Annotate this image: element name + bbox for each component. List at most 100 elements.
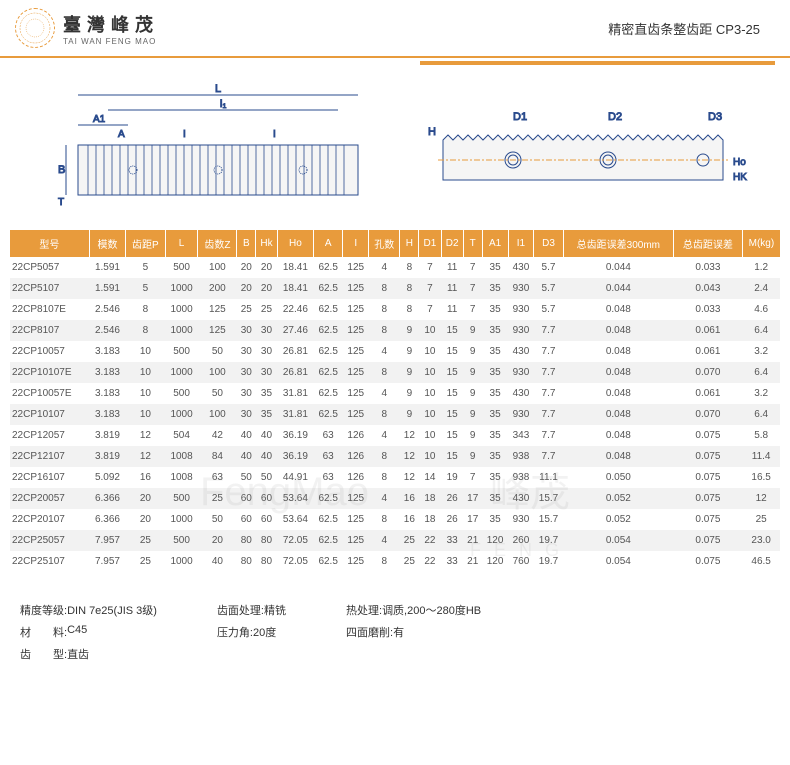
table-cell: 1000	[165, 362, 198, 383]
table-cell: 22CP10057E	[10, 383, 89, 404]
table-cell: 930	[508, 509, 534, 530]
table-cell: 3.2	[742, 383, 780, 404]
table-cell: 200	[198, 278, 237, 299]
table-cell: 33	[441, 530, 463, 551]
table-row: 22CP101073.183101000100303531.8162.51258…	[10, 404, 780, 425]
table-cell: 27.46	[277, 320, 313, 341]
footer-spec-row: 齿 型: 直齿	[20, 646, 157, 662]
table-cell: 80	[237, 530, 256, 551]
table-row: 22CP201076.36620100050606053.6462.512581…	[10, 509, 780, 530]
table-cell: 126	[343, 446, 369, 467]
table-cell: 7	[419, 278, 441, 299]
table-cell: 80	[256, 551, 278, 572]
table-cell: 930	[508, 404, 534, 425]
table-cell: 9	[400, 362, 419, 383]
table-cell: 0.048	[563, 320, 673, 341]
table-cell: 0.048	[563, 299, 673, 320]
table-row: 22CP161075.09216100863505044.91631268121…	[10, 467, 780, 488]
table-cell: 0.048	[563, 404, 673, 425]
table-cell: 72.05	[277, 530, 313, 551]
table-cell: 10	[419, 341, 441, 362]
table-cell: 26	[441, 488, 463, 509]
table-cell: 22CP20057	[10, 488, 89, 509]
table-cell: 125	[343, 320, 369, 341]
footer-label: 压力角:	[217, 624, 253, 640]
table-cell: 500	[165, 530, 198, 551]
table-cell: 8	[369, 467, 400, 488]
table-cell: 125	[343, 551, 369, 572]
table-cell: 9	[400, 404, 419, 425]
table-row: 22CP251077.95725100040808072.0562.512582…	[10, 551, 780, 572]
table-cell: 0.048	[563, 383, 673, 404]
table-cell: 1.591	[89, 278, 125, 299]
table-cell: 22CP10107E	[10, 362, 89, 383]
table-cell: 11	[441, 257, 463, 278]
table-cell: 1000	[165, 278, 198, 299]
table-cell: 35	[256, 383, 278, 404]
table-cell: 0.044	[563, 278, 673, 299]
table-cell: 35	[482, 257, 508, 278]
table-cell: 25	[237, 299, 256, 320]
table-cell: 12	[400, 467, 419, 488]
table-cell: 25	[256, 299, 278, 320]
table-cell: 3.819	[89, 446, 125, 467]
divider-top	[0, 56, 790, 58]
table-cell: 62.5	[314, 320, 343, 341]
table-cell: 125	[343, 257, 369, 278]
table-cell: 6.4	[742, 320, 780, 341]
footer-col-1: 精度等级: DIN 7e25(JIS 3级)材 料: C45齿 型: 直齿	[20, 602, 157, 662]
table-cell: 430	[508, 488, 534, 509]
table-cell: 50	[198, 383, 237, 404]
table-cell: 0.075	[674, 551, 743, 572]
table-cell: 16.5	[742, 467, 780, 488]
logo-block: 臺灣峰茂 TAI WAN FENG MAO	[15, 8, 159, 48]
table-cell: 16	[400, 509, 419, 530]
svg-text:D2: D2	[608, 111, 622, 123]
table-cell: 22CP20107	[10, 509, 89, 530]
svg-text:D3: D3	[708, 111, 722, 123]
table-cell: 15	[441, 362, 463, 383]
table-cell: 1008	[165, 446, 198, 467]
table-cell: 504	[165, 425, 198, 446]
table-cell: 430	[508, 257, 534, 278]
table-cell: 2.546	[89, 320, 125, 341]
table-cell: 0.070	[674, 362, 743, 383]
table-cell: 11.4	[742, 446, 780, 467]
table-cell: 35	[482, 341, 508, 362]
table-header-cell: 齿距P	[126, 230, 166, 257]
table-cell: 100	[198, 362, 237, 383]
table-cell: 17	[463, 509, 482, 530]
table-cell: 100	[198, 257, 237, 278]
table-cell: 10	[419, 404, 441, 425]
table-cell: 500	[165, 383, 198, 404]
table-cell: 36.19	[277, 425, 313, 446]
table-cell: 12	[400, 446, 419, 467]
table-cell: 35	[482, 425, 508, 446]
table-cell: 0.052	[563, 488, 673, 509]
brand-text: 臺灣峰茂 TAI WAN FENG MAO	[63, 11, 159, 46]
svg-text:A: A	[118, 129, 125, 140]
table-cell: 22CP5107	[10, 278, 89, 299]
table-cell: 21	[463, 551, 482, 572]
table-header-cell: D2	[441, 230, 463, 257]
table-cell: 0.048	[563, 446, 673, 467]
table-cell: 21	[463, 530, 482, 551]
brand-chinese: 臺灣峰茂	[63, 11, 159, 37]
table-cell: 30	[256, 362, 278, 383]
footer-label: 热处理:	[346, 602, 382, 618]
table-cell: 9	[463, 341, 482, 362]
table-cell: 8	[369, 362, 400, 383]
table-cell: 15	[441, 320, 463, 341]
table-header-cell: T	[463, 230, 482, 257]
svg-text:HK: HK	[733, 172, 747, 183]
table-cell: 16	[126, 467, 166, 488]
table-cell: 7	[463, 299, 482, 320]
table-cell: 500	[165, 341, 198, 362]
table-cell: 0.054	[563, 551, 673, 572]
svg-text:Ho: Ho	[733, 157, 746, 168]
table-cell: 25	[198, 488, 237, 509]
table-cell: 7.957	[89, 530, 125, 551]
table-cell: 31.81	[277, 383, 313, 404]
table-cell: 4	[369, 341, 400, 362]
table-cell: 15	[441, 383, 463, 404]
